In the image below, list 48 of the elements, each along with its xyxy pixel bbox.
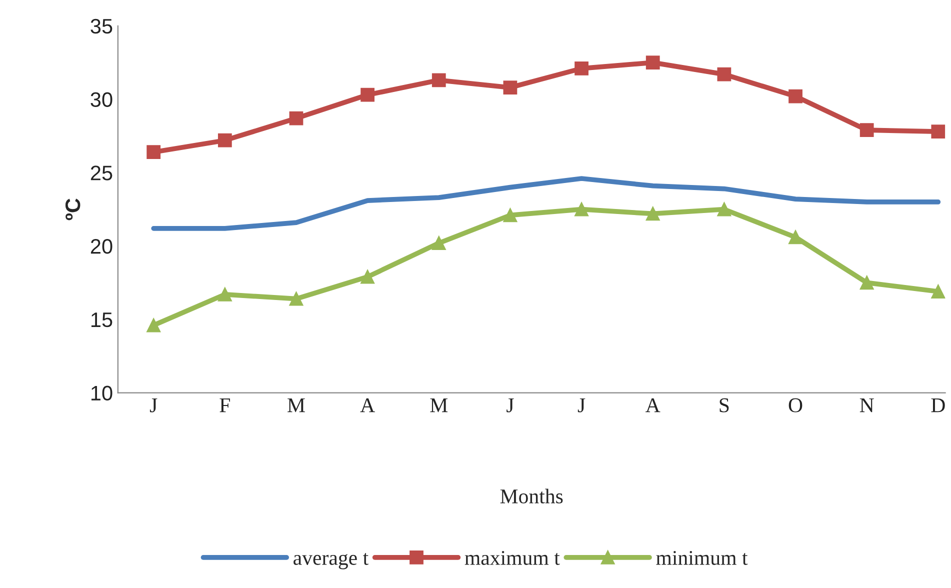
point [146, 318, 161, 332]
y-tick-label: 20 [90, 239, 112, 254]
y-axis-title: ºC [65, 198, 80, 220]
legend-label: maximum t [464, 550, 560, 565]
point [432, 73, 446, 88]
point [289, 292, 304, 306]
y-tick-label: 30 [90, 92, 112, 108]
line-series [151, 176, 941, 231]
point [146, 145, 161, 160]
point [931, 284, 946, 298]
x-tick-label: D [931, 398, 945, 412]
x-tick-label: N [860, 398, 874, 412]
point [717, 202, 732, 216]
point [574, 202, 588, 216]
point [860, 123, 874, 138]
y-tick-label: 25 [90, 166, 112, 180]
x-tick-label: A [646, 398, 660, 412]
x-tick-label: O [788, 398, 802, 412]
point [717, 67, 732, 82]
legend-label: average t [294, 553, 368, 570]
x-tick-label: J [578, 398, 586, 412]
x-axis-title: Months [500, 488, 563, 504]
y-tick-label: 15 [91, 312, 112, 328]
point [646, 56, 660, 70]
point [218, 133, 232, 148]
point [788, 89, 802, 104]
x-tick-label: F [220, 398, 230, 412]
y-tick-label: 10 [91, 386, 112, 401]
point [931, 124, 946, 138]
point [788, 230, 802, 244]
point [289, 111, 304, 126]
point [432, 236, 446, 250]
x-tick-label: J [150, 398, 158, 412]
point [860, 276, 874, 290]
x-tick-label: M [430, 398, 448, 412]
point [646, 206, 660, 221]
legend-label: minimum t [656, 550, 748, 565]
point [360, 88, 375, 102]
x-tick-label: J [506, 398, 514, 412]
point [574, 61, 588, 76]
x-tick-label: A [360, 398, 375, 412]
point [360, 270, 375, 284]
point [218, 288, 232, 302]
x-tick-label: M [288, 398, 305, 412]
point [503, 208, 518, 222]
x-tick-label: S [720, 398, 729, 412]
point [503, 80, 518, 94]
y-tick-label: 35 [90, 18, 112, 34]
